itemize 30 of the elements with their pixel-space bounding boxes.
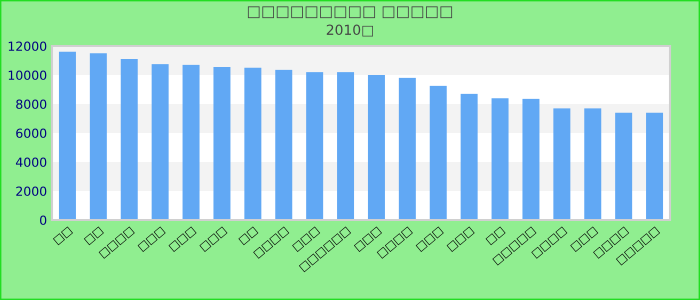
chart-title: □□□□□□□□□ □□□□□ (248, 6, 452, 18)
bar (182, 64, 200, 220)
bar (553, 108, 570, 220)
bar (90, 53, 107, 220)
bar (337, 72, 354, 220)
bar (615, 112, 632, 220)
bar (275, 70, 292, 220)
bar (58, 52, 76, 220)
y-tick-label: 10000 (8, 70, 46, 80)
bar (398, 78, 416, 220)
bar (430, 86, 447, 220)
bar (646, 112, 664, 220)
bar (460, 94, 478, 220)
bar (306, 72, 324, 220)
x-tick-label: □□ (52, 226, 73, 246)
bar (152, 64, 169, 220)
bar (244, 68, 262, 220)
bar (213, 67, 230, 220)
bar (492, 98, 509, 220)
y-tick-label: 6000 (16, 128, 46, 138)
y-tick-label: 4000 (16, 157, 46, 167)
y-tick-label: 2000 (16, 186, 46, 196)
bar (522, 98, 540, 220)
bar (120, 59, 138, 220)
bar (584, 108, 602, 220)
y-tick-label: 0 (40, 215, 46, 225)
y-tick-label: 12000 (8, 41, 46, 51)
chart-subtitle: 2010□ (326, 24, 373, 37)
y-tick-label: 8000 (16, 99, 46, 109)
bar (368, 75, 385, 220)
